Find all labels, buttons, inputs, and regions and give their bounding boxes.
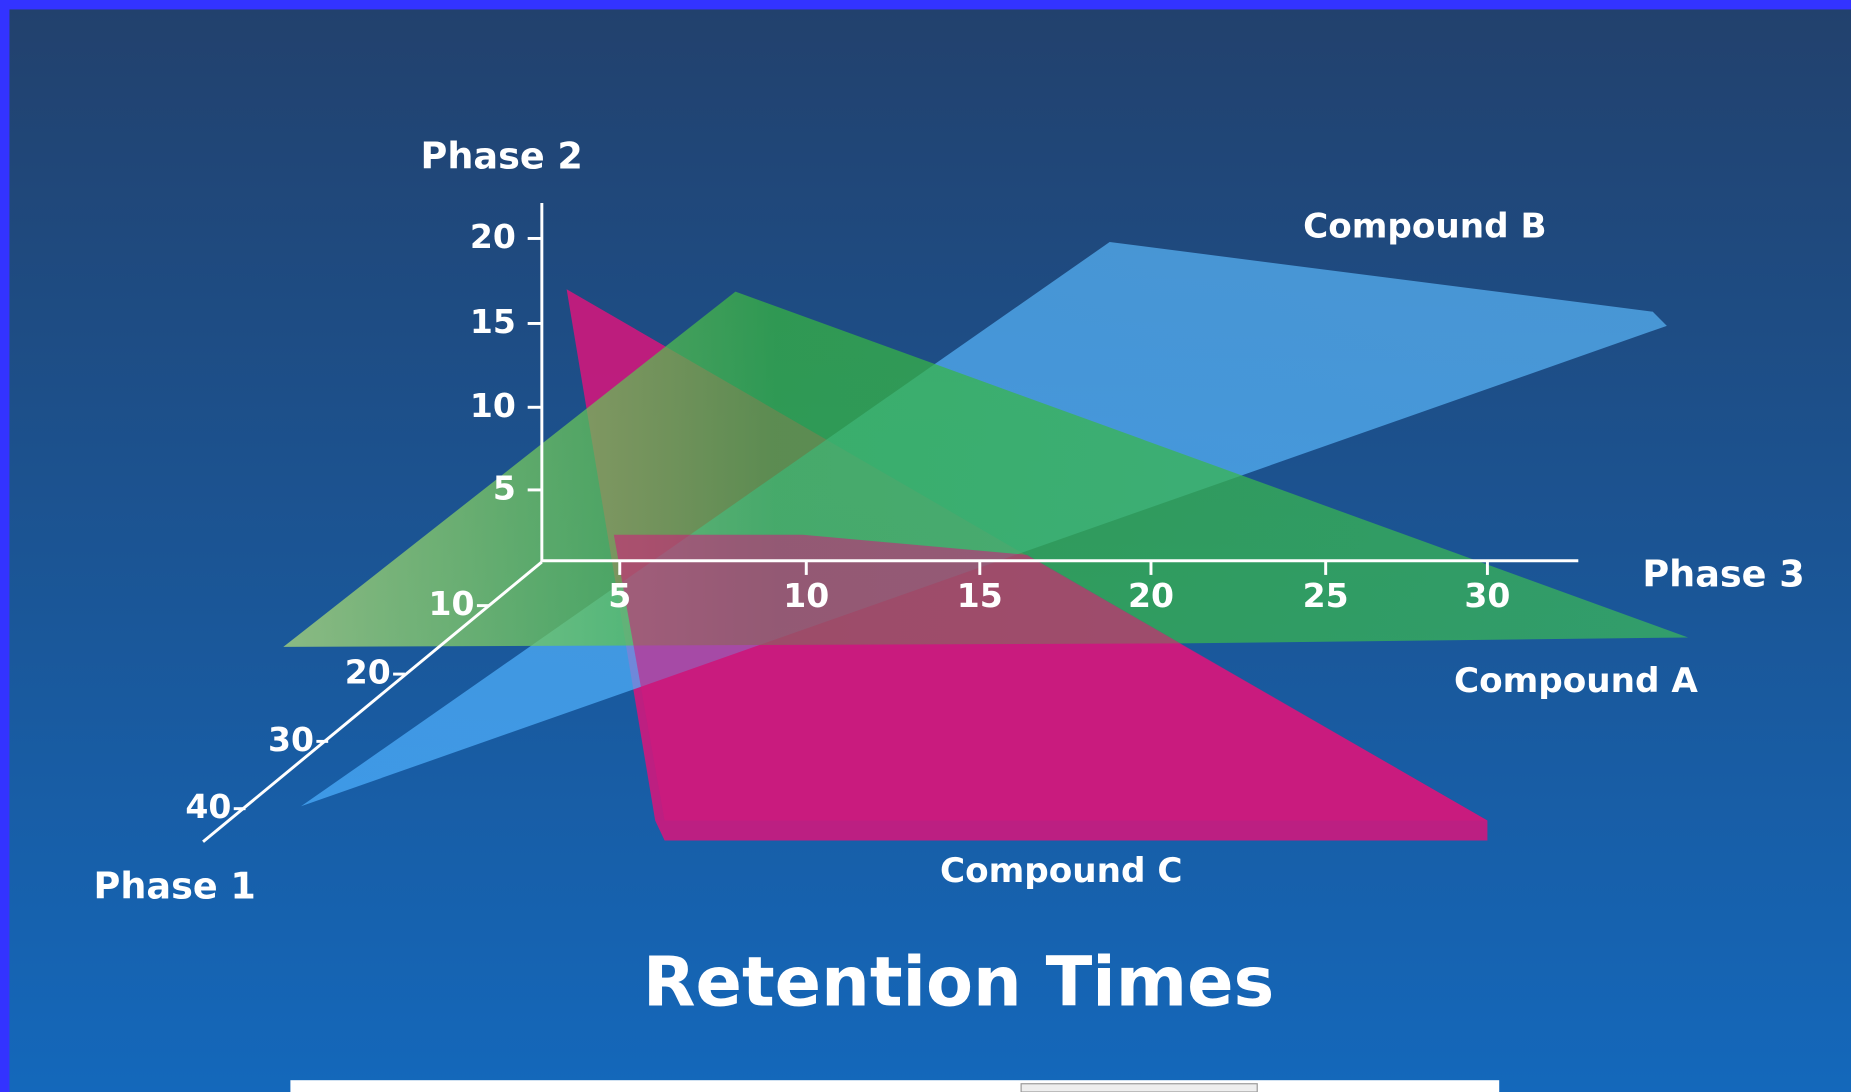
tick-label: 10 [470, 386, 516, 425]
tick-label: 15 [470, 302, 516, 341]
phase-1-axis [202, 560, 543, 843]
tick-label: 30 [1464, 576, 1510, 615]
phase-3-title: Phase 3 [1642, 553, 1804, 596]
title: Retention Times [643, 942, 1274, 1022]
tick-label: 20 [345, 653, 391, 692]
tick-label: 25 [1303, 576, 1349, 615]
tick-label: 20 [470, 217, 516, 256]
compound-label: Compound A [1454, 661, 1698, 701]
compound-label: Compound C [940, 851, 1183, 891]
tick-label: 10 [429, 584, 475, 623]
bottom-strip [290, 1080, 1500, 1092]
phase-1-title: Phase 1 [94, 864, 256, 907]
bottom-box [1020, 1083, 1258, 1092]
tick-label: 30 [268, 720, 314, 759]
tick-label: 10 [783, 576, 829, 615]
tick-label: 15 [957, 576, 1003, 615]
tick-label: 5 [608, 576, 631, 615]
compound-label: Compound B [1303, 206, 1546, 246]
tick-label: 5 [493, 468, 516, 507]
phase-2-title: Phase 2 [421, 135, 583, 178]
tick-label: 20 [1128, 576, 1174, 615]
tick-label: 40 [185, 787, 231, 826]
compound-c-front [613, 534, 1488, 821]
